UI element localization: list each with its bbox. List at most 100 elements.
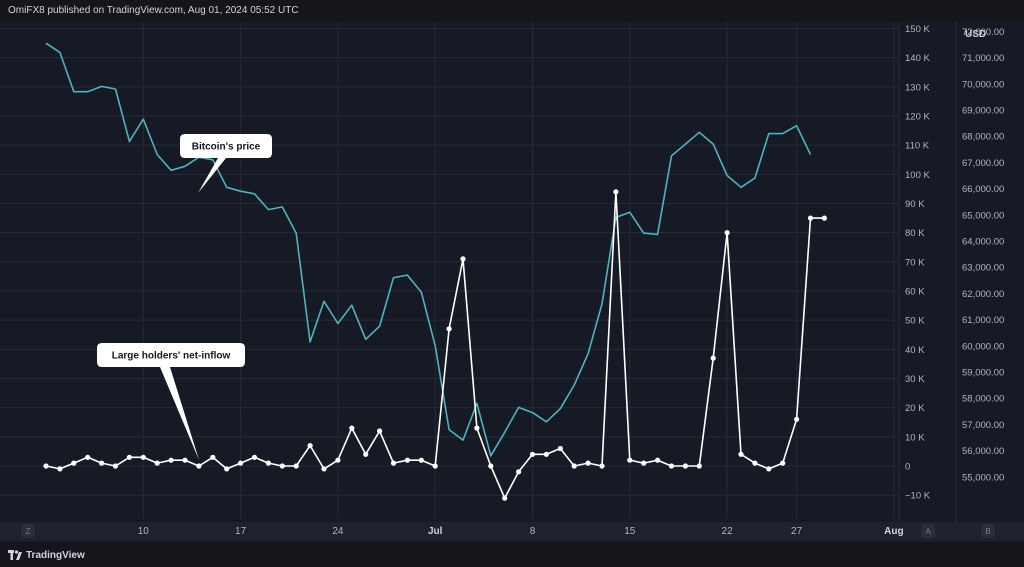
- net-inflow-point: [321, 466, 327, 472]
- net-inflow-point: [516, 469, 522, 475]
- net-inflow-point: [724, 230, 730, 236]
- time-axis-bar: [0, 522, 1024, 541]
- net-inflow-point: [71, 460, 77, 466]
- annotation-text: Bitcoin's price: [192, 142, 261, 153]
- net-inflow-point: [780, 460, 786, 466]
- left-axis-tick-label: 50 K: [905, 316, 925, 327]
- time-axis-right-marker-a[interactable]: [921, 524, 935, 538]
- net-inflow-point: [168, 457, 174, 463]
- plot-background: [0, 22, 1024, 542]
- x-axis-tick-label: 8: [530, 526, 536, 537]
- annotation-bubble: [97, 343, 245, 460]
- right-axis-tick-label: 69,000.00: [962, 106, 1004, 117]
- published-info: OmiFX8 published on TradingView.com, Aug…: [8, 5, 299, 16]
- time-axis-right-marker-b[interactable]: [981, 524, 995, 538]
- right-axis-tick-label: 67,000.00: [962, 158, 1004, 169]
- net-inflow-point: [349, 425, 355, 431]
- left-axis-tick-label: 130 K: [905, 82, 930, 93]
- annotation-text: Large holders' net-inflow: [112, 351, 231, 362]
- net-inflow-point: [418, 457, 424, 463]
- time-axis-left-marker-label: Z: [26, 527, 31, 536]
- right-axis-tick-label: 61,000.00: [962, 315, 1004, 326]
- right-axis-tick-label: 62,000.00: [962, 289, 1004, 300]
- tradingview-brand[interactable]: TradingView: [8, 547, 85, 563]
- net-inflow-point: [696, 463, 702, 469]
- net-inflow-point: [710, 355, 716, 361]
- net-inflow-point: [613, 189, 619, 195]
- net-inflow-point: [502, 495, 508, 501]
- price-line: [45, 42, 812, 457]
- net-inflow-point: [460, 256, 466, 262]
- net-inflow-point: [265, 460, 271, 466]
- net-inflow-point: [585, 460, 591, 466]
- annotation-callout: Bitcoin's price: [180, 134, 272, 193]
- x-axis-tick-label: Aug: [884, 526, 903, 537]
- right-axis-tick-label: 70,000.00: [962, 79, 1004, 90]
- net-inflow-point: [112, 463, 119, 469]
- brand-name: TradingView: [26, 549, 85, 561]
- left-axis-tick-label: 90 K: [905, 199, 925, 210]
- x-axis-tick-label: Jul: [428, 526, 443, 537]
- left-axis-tick-label: 60 K: [905, 287, 925, 298]
- net-inflow-point: [251, 454, 258, 460]
- left-axis-tick-label: 70 K: [905, 257, 925, 268]
- net-inflow-point: [599, 463, 605, 469]
- x-axis-tick-label: 22: [722, 526, 734, 537]
- left-axis-tick-label: 10 K: [905, 432, 925, 443]
- net-inflow-point: [488, 463, 494, 469]
- net-inflow-point: [543, 451, 550, 457]
- time-axis-right-marker-b-label: B: [985, 527, 990, 536]
- right-axis-tick-label: 60,000.00: [962, 341, 1004, 352]
- right-axis-tick-label: 56,000.00: [962, 446, 1004, 457]
- net-inflow-point: [738, 451, 744, 457]
- right-axis-tick-label: 71,000.00: [962, 53, 1004, 64]
- net-inflow-point: [571, 463, 577, 469]
- x-axis-tick-label: 17: [235, 526, 247, 537]
- right-axis-title: USD: [965, 29, 986, 40]
- net-inflow-point: [224, 466, 230, 472]
- net-inflow-point: [682, 463, 689, 469]
- time-axis-left-marker[interactable]: [21, 524, 35, 538]
- net-inflow-point: [363, 451, 369, 457]
- net-inflow-point: [126, 454, 132, 460]
- net-inflow-point: [404, 457, 410, 463]
- net-inflow-point: [641, 460, 647, 466]
- annotation-callout: Large holders' net-inflow: [97, 343, 245, 460]
- net-inflow-point: [432, 463, 438, 469]
- net-inflow-point: [474, 425, 480, 431]
- net-inflow-point: [390, 460, 397, 466]
- net-inflow-point: [293, 463, 299, 469]
- net-inflow-point: [557, 445, 563, 452]
- net-inflow-point: [196, 463, 202, 469]
- x-axis-tick-label: 24: [332, 526, 344, 537]
- net-inflow-point: [529, 451, 536, 457]
- left-axis-tick-label: 0: [905, 462, 910, 473]
- left-axis-tick-label: 150 K: [905, 24, 930, 35]
- x-axis-tick-label: 27: [791, 526, 803, 537]
- tradingview-logo-icon: [8, 550, 22, 560]
- left-axis-tick-label: −10 K: [905, 491, 931, 502]
- left-axis-tick-label: 30 K: [905, 374, 925, 385]
- net-inflow-point: [279, 463, 285, 469]
- right-axis-tick-label: 58,000.00: [962, 394, 1004, 405]
- annotation-bubble: [180, 134, 272, 193]
- left-axis-tick-label: 40 K: [905, 345, 925, 356]
- x-axis-tick-label: 15: [624, 526, 636, 537]
- net-inflow-point: [307, 443, 313, 449]
- right-axis-tick-label: 66,000.00: [962, 184, 1004, 195]
- right-axis-tick-label: 65,000.00: [962, 210, 1004, 221]
- left-axis-tick-label: 100 K: [905, 170, 930, 181]
- left-axis-tick-label: 140 K: [905, 53, 930, 64]
- net-inflow-point: [182, 457, 188, 463]
- right-axis-tick-label: 63,000.00: [962, 263, 1004, 274]
- left-axis-tick-label: 20 K: [905, 403, 925, 414]
- net-inflow-point: [794, 416, 800, 422]
- right-axis-tick-label: 57,000.00: [962, 420, 1004, 431]
- net-inflow-point: [238, 460, 244, 466]
- net-inflow-point: [446, 326, 452, 332]
- net-inflow-point: [627, 457, 633, 463]
- net-inflow-point: [655, 457, 661, 463]
- net-inflow-point: [807, 215, 814, 221]
- x-axis-tick-label: 10: [138, 526, 150, 537]
- net-inflow-point: [821, 215, 828, 221]
